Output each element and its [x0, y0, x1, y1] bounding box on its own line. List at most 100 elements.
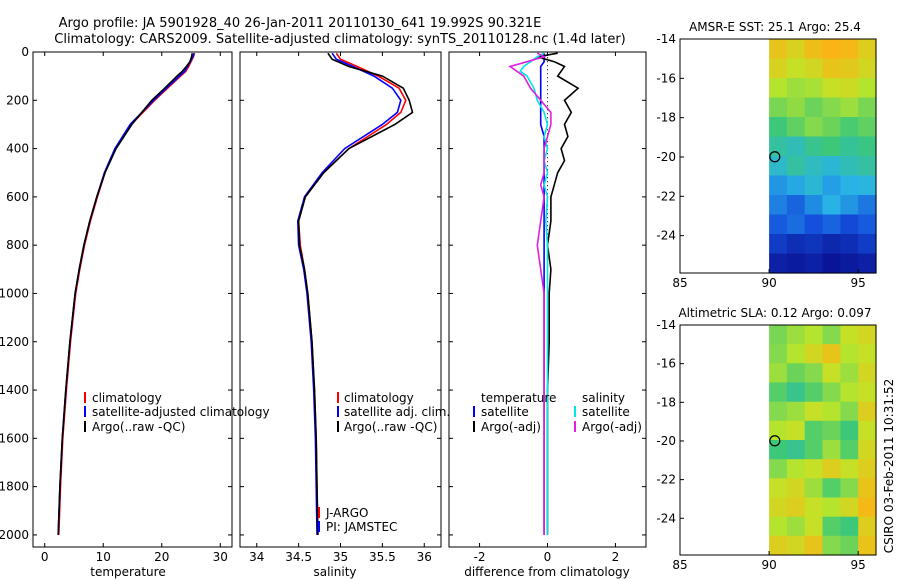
- heatmap-cell: [769, 325, 788, 345]
- heatmap-cell: [822, 459, 841, 479]
- heatmap-cell: [769, 497, 788, 518]
- heatmap-cell: [822, 195, 841, 216]
- heatmap-cell: [769, 516, 788, 537]
- heatmap-cell: [804, 440, 824, 460]
- legend-swatch: [473, 406, 475, 417]
- heatmap-cell: [858, 344, 877, 364]
- legend-swatch: [318, 521, 320, 532]
- heatmap-cell: [840, 234, 859, 255]
- sst-map-panel: AMSR-E SST: 25.1 Argo: 25.4 85 90 95 -14 -16…: [656, 20, 877, 290]
- heatmap-cell: [786, 253, 806, 274]
- y-tick-label: 200: [6, 93, 29, 107]
- heatmap-cell: [840, 117, 859, 138]
- heatmap-cell: [769, 78, 788, 99]
- salinity-legend: climatology satellite adj. clim. Argo(..…: [344, 391, 450, 434]
- y-tick-label: -16: [656, 357, 676, 371]
- difference-panel: -2 0 2 difference from climatology tempera…: [448, 51, 647, 579]
- heatmap-cell: [786, 175, 806, 196]
- heatmap-cell: [804, 420, 824, 441]
- heatmap-cell: [840, 497, 859, 518]
- heatmap-cell: [822, 497, 841, 518]
- sst-map-title: AMSR-E SST: 25.1 Argo: 25.4: [689, 20, 861, 34]
- heatmap-cell: [804, 478, 824, 499]
- heatmap-cell: [769, 156, 788, 177]
- heatmap-cell: [840, 535, 859, 556]
- heatmap-cell: [804, 401, 824, 422]
- heatmap-cell: [858, 363, 877, 384]
- heatmap-cell: [822, 117, 841, 138]
- heatmap-cell: [858, 117, 877, 138]
- legend-item-argo: Argo(..raw -QC): [92, 420, 185, 434]
- heatmap-cell: [786, 535, 806, 556]
- heatmap-cell: [840, 363, 859, 384]
- heatmap-cell: [804, 459, 824, 479]
- heatmap-cell: [822, 234, 841, 255]
- series-line-satellite-adjusted-climatology: [57, 52, 195, 535]
- float-pi-label: PI: JAMSTEC: [326, 520, 397, 534]
- heatmap-cell: [786, 478, 806, 499]
- x-tick-label: 0: [544, 550, 552, 564]
- heatmap-cell: [804, 363, 824, 384]
- y-tick-label: 1000: [0, 286, 29, 300]
- heatmap-cell: [786, 39, 806, 60]
- heatmap-cell: [840, 459, 859, 479]
- heatmap-cell: [822, 78, 841, 99]
- side-timestamp-label: CSIRO 03-Feb-2011 10:31:52: [882, 379, 896, 554]
- heatmap-cell: [786, 497, 806, 518]
- heatmap-cell: [804, 136, 824, 157]
- heatmap-cell: [840, 39, 859, 60]
- heatmap-cell: [804, 214, 824, 235]
- heatmap-cell: [840, 440, 859, 460]
- heatmap-cell: [786, 156, 806, 177]
- legend-item-climatology: climatology: [92, 391, 162, 405]
- legend-swatch: [337, 392, 339, 403]
- heatmap-cell: [840, 136, 859, 157]
- y-tick-label: -20: [656, 150, 676, 164]
- heatmap-cell: [822, 535, 841, 556]
- x-tick-label: 95: [851, 276, 866, 290]
- heatmap-cell: [769, 253, 788, 274]
- y-tick-label: -22: [656, 473, 676, 487]
- x-tick-label: 85: [672, 558, 687, 572]
- legend-item-satellite: satellite adj. clim.: [344, 405, 450, 419]
- heatmap-cell: [840, 344, 859, 364]
- heatmap-cell: [804, 39, 824, 60]
- heatmap-cell: [822, 58, 841, 79]
- heatmap-cell: [840, 516, 859, 537]
- y-tick-label: -18: [656, 395, 676, 409]
- heatmap-cell: [858, 195, 877, 216]
- heatmap-cell: [804, 175, 824, 196]
- x-tick-label: 85: [672, 276, 687, 290]
- heatmap-cell: [840, 382, 859, 403]
- heatmap-cell: [769, 344, 788, 364]
- heatmap-cell: [804, 382, 824, 403]
- heatmap-cell: [804, 58, 824, 79]
- y-tick-label: -14: [656, 318, 676, 332]
- heatmap-cell: [822, 420, 841, 441]
- heatmap-cell: [858, 39, 877, 60]
- salinity-xlabel: salinity: [313, 565, 356, 579]
- y-tick-label: 1600: [0, 431, 29, 445]
- heatmap-cell: [769, 117, 788, 138]
- x-tick-label: 10: [96, 550, 111, 564]
- heatmap-cell: [822, 214, 841, 235]
- heatmap-cell: [822, 175, 841, 196]
- heatmap-cell: [786, 325, 806, 345]
- heatmap-cell: [822, 382, 841, 403]
- series-line-climatology: [297, 52, 407, 535]
- heatmap-cell: [769, 58, 788, 79]
- heatmap-cell: [822, 440, 841, 460]
- heatmap-cell: [858, 401, 877, 422]
- heatmap-cell: [769, 382, 788, 403]
- heatmap-cell: [804, 325, 824, 345]
- difference-xlabel: difference from climatology: [464, 565, 630, 579]
- heatmap-cell: [804, 516, 824, 537]
- heatmap-cell: [769, 440, 788, 460]
- series-line-climatology: [58, 52, 196, 535]
- x-tick-label: 0: [41, 550, 49, 564]
- heatmap-cell: [786, 382, 806, 403]
- temperature-legend: climatology satellite-adjusted climatolo…: [92, 391, 270, 434]
- heatmap-cell: [804, 253, 824, 274]
- heatmap-cell: [786, 516, 806, 537]
- heatmap-cell: [858, 535, 877, 556]
